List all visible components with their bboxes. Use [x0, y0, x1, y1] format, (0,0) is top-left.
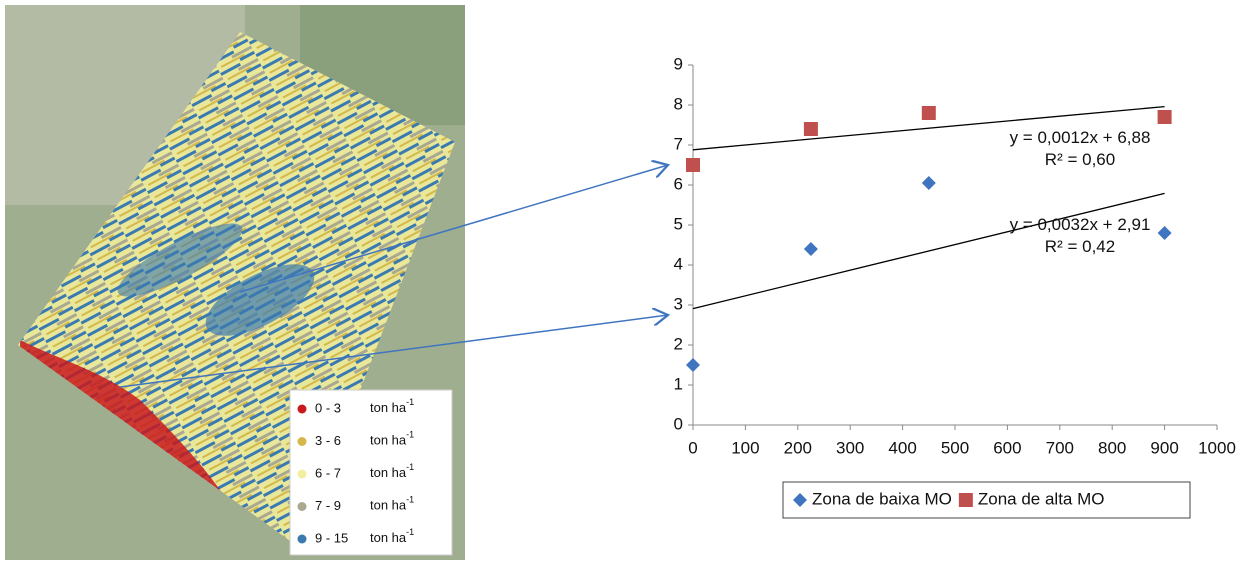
x-tick-label: 900	[1150, 438, 1178, 457]
trendline-r2: R² = 0,42	[1045, 237, 1115, 256]
legend-unit-exponent: -1	[406, 430, 414, 440]
legend-unit-text: ton ha	[370, 400, 407, 415]
legend-unit-exponent: -1	[406, 527, 414, 537]
point	[804, 122, 818, 136]
legend-unit-text: ton ha	[370, 433, 407, 448]
point	[1158, 110, 1172, 124]
x-tick-label: 500	[941, 438, 969, 457]
x-tick-label: 300	[836, 438, 864, 457]
legend-marker	[959, 493, 973, 507]
y-tick-label: 6	[674, 174, 683, 193]
figure: 0 - 3ton ha-13 - 6ton ha-16 - 7ton ha-17…	[0, 0, 1252, 563]
legend-unit-exponent: -1	[406, 397, 414, 407]
y-tick-label: 9	[674, 54, 683, 73]
y-tick-label: 1	[674, 374, 683, 393]
x-tick-label: 600	[993, 438, 1021, 457]
point	[686, 358, 700, 372]
x-tick-label: 800	[1098, 438, 1126, 457]
y-tick-label: 3	[674, 294, 683, 313]
legend-label: Zona de baixa MO	[812, 489, 952, 508]
x-tick-label: 200	[784, 438, 812, 457]
legend-range: 9 - 15	[315, 530, 348, 545]
y-tick-label: 2	[674, 334, 683, 353]
legend-range: 7 - 9	[315, 498, 341, 513]
legend-unit-text: ton ha	[370, 498, 407, 513]
legend-unit-exponent: -1	[406, 495, 414, 505]
y-tick-label: 8	[674, 94, 683, 113]
legend-unit-exponent: -1	[406, 462, 414, 472]
legend-range: 6 - 7	[315, 465, 341, 480]
trendline-equation: y = 0,0012x + 6,88	[1010, 128, 1151, 147]
legend-swatch	[298, 437, 307, 446]
legend-unit-text: ton ha	[370, 530, 407, 545]
point	[686, 158, 700, 172]
legend-swatch	[298, 405, 307, 414]
legend-label: Zona de alta MO	[978, 489, 1105, 508]
x-tick-label: 700	[1046, 438, 1074, 457]
legend-swatch	[298, 470, 307, 479]
x-tick-label: 0	[688, 438, 697, 457]
y-tick-label: 0	[674, 414, 683, 433]
legend-range: 3 - 6	[315, 433, 341, 448]
point	[922, 106, 936, 120]
point	[922, 176, 936, 190]
y-tick-label: 5	[674, 214, 683, 233]
x-tick-label: 400	[888, 438, 916, 457]
legend-range: 0 - 3	[315, 400, 341, 415]
legend-swatch	[298, 502, 307, 511]
trendline-r2: R² = 0,60	[1045, 150, 1115, 169]
trendline-equation: y = 0,0032x + 2,91	[1010, 215, 1151, 234]
point	[804, 242, 818, 256]
legend-unit-text: ton ha	[370, 465, 407, 480]
point	[1158, 226, 1172, 240]
y-tick-label: 7	[674, 134, 683, 153]
x-tick-label: 100	[731, 438, 759, 457]
legend-swatch	[298, 535, 307, 544]
y-tick-label: 4	[674, 254, 683, 273]
x-tick-label: 1000	[1198, 438, 1236, 457]
